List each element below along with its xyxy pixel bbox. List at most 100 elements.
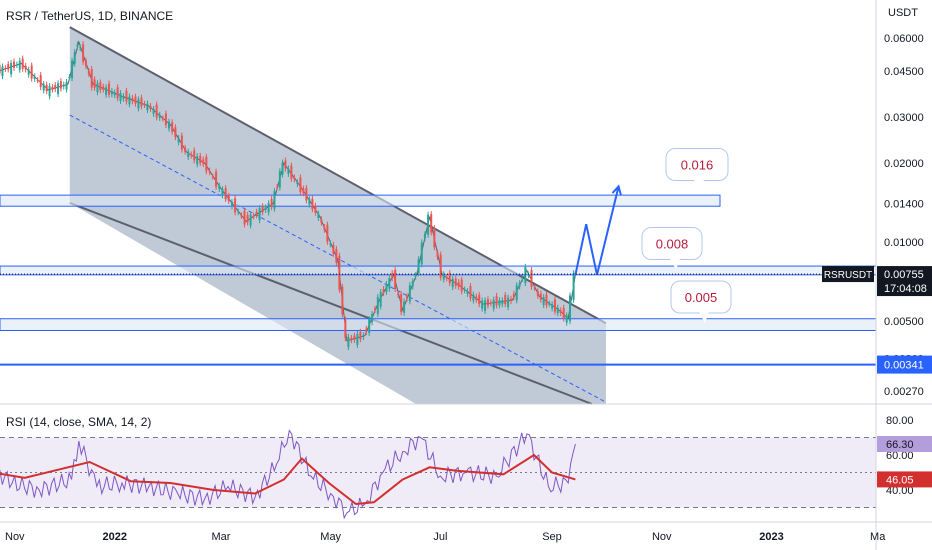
candle <box>551 304 554 309</box>
candle <box>137 99 140 109</box>
candle <box>218 185 221 189</box>
candle <box>524 266 527 284</box>
projection-path[interactable] <box>574 186 620 276</box>
candle <box>264 207 267 210</box>
candle <box>489 302 492 304</box>
candle <box>391 273 394 279</box>
rsi-sma-tag: 46.05 <box>886 474 914 486</box>
candle <box>454 278 457 286</box>
candle <box>469 286 472 299</box>
candle <box>180 135 183 150</box>
target-label: 0.008 <box>656 236 689 251</box>
candle <box>71 60 74 79</box>
candle <box>359 331 362 340</box>
candle <box>562 307 565 319</box>
candle <box>211 176 214 178</box>
candle <box>478 294 481 305</box>
candle <box>539 293 542 300</box>
target-label: 0.016 <box>681 158 714 173</box>
rsi-line[interactable] <box>0 429 576 520</box>
candle <box>193 150 196 161</box>
candle <box>403 301 406 313</box>
price-pane[interactable]: 0.016 0.008 0.005 <box>0 26 877 405</box>
price-tick-label: 0.01000 <box>884 237 924 249</box>
candle <box>293 177 296 180</box>
rsi-pane[interactable] <box>0 429 876 520</box>
candle <box>445 277 448 279</box>
candle <box>261 206 264 213</box>
candle <box>12 61 15 68</box>
candle <box>73 52 76 64</box>
candle <box>347 336 350 348</box>
zone-1[interactable] <box>0 265 877 276</box>
symbol-tag: RSRUSDT <box>824 270 872 281</box>
candle <box>463 289 466 291</box>
candle <box>521 278 524 280</box>
candle <box>267 203 270 213</box>
candle <box>21 58 24 69</box>
rsi-sma-line[interactable] <box>0 453 576 506</box>
candle <box>164 113 167 126</box>
price-tick-label: 0.03000 <box>884 112 924 124</box>
candle <box>371 313 374 323</box>
candle <box>451 278 454 288</box>
candle <box>190 154 193 156</box>
rsi-tick-label: 80.00 <box>886 415 914 427</box>
candle <box>572 273 575 300</box>
candle <box>556 307 559 314</box>
candle <box>187 151 190 158</box>
price-tick-label: 0.01400 <box>884 199 924 211</box>
candle <box>533 287 536 289</box>
candle <box>205 156 208 172</box>
zone-0[interactable] <box>0 194 721 207</box>
candle <box>134 96 137 104</box>
candle <box>237 211 240 213</box>
candle <box>411 281 414 287</box>
candle <box>414 275 417 277</box>
channel-lower-line[interactable] <box>69 201 593 405</box>
candle <box>530 270 533 287</box>
target-callout-0.005[interactable]: 0.005 <box>670 280 732 323</box>
candle <box>87 70 90 74</box>
candle <box>394 269 397 290</box>
projection-arrowhead <box>611 184 622 196</box>
candle <box>341 286 344 315</box>
candle <box>472 294 475 301</box>
candle <box>417 259 420 274</box>
candle <box>90 68 93 88</box>
support-tag: 0.00341 <box>884 360 924 372</box>
rsi-sma-tag-bg <box>877 471 932 488</box>
candle <box>76 44 79 47</box>
candle <box>258 208 261 221</box>
channel-mid-line <box>69 114 607 403</box>
callout-tail <box>670 258 680 270</box>
candle <box>146 103 149 111</box>
candle <box>509 298 512 302</box>
chart-title: RSR / TetherUS, 1D, BINANCE <box>6 9 174 23</box>
candle <box>278 171 281 188</box>
time-tick-label: Jul <box>433 531 447 543</box>
candle <box>545 294 548 306</box>
rsi-tick-label: 40.00 <box>886 485 914 497</box>
candle <box>326 224 329 242</box>
target-callout-0.016[interactable]: 0.016 <box>665 148 729 191</box>
candle <box>108 83 111 95</box>
candle <box>542 297 545 305</box>
candle <box>240 215 243 217</box>
target-callout-0.008[interactable]: 0.008 <box>641 226 703 270</box>
candle <box>536 291 539 296</box>
zone-2[interactable] <box>0 318 877 331</box>
candle <box>30 65 33 79</box>
candle <box>559 310 562 313</box>
candle <box>174 127 177 138</box>
candle <box>568 295 571 322</box>
candle <box>385 284 388 292</box>
candle <box>433 228 436 248</box>
candle <box>84 60 87 67</box>
candle <box>140 97 143 107</box>
candle <box>430 214 433 233</box>
candle <box>161 118 164 120</box>
price-tick-label: 0.00500 <box>884 316 924 328</box>
candle <box>252 215 255 217</box>
